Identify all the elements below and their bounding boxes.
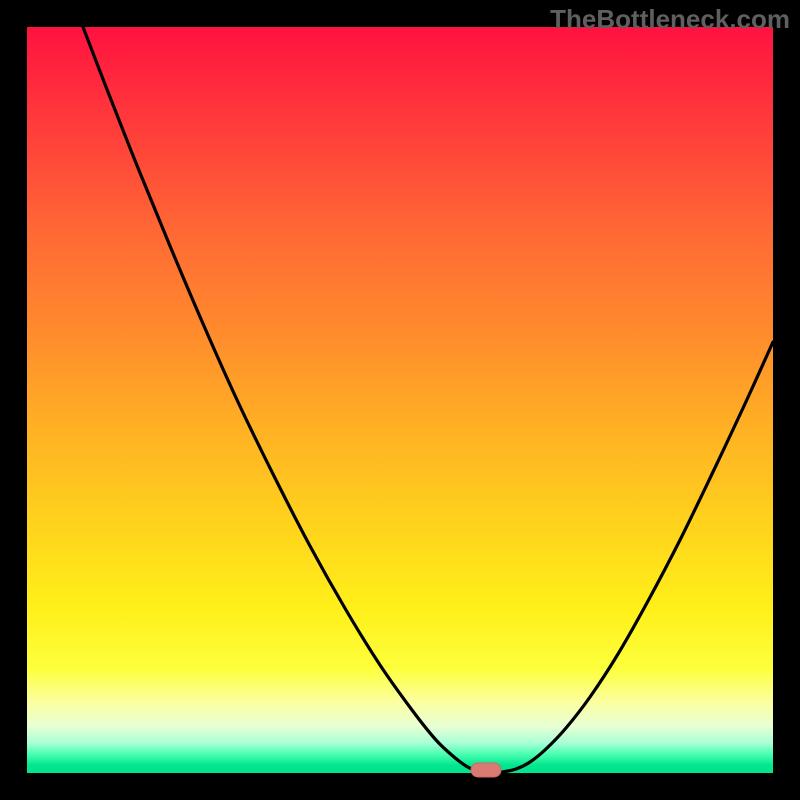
- optimum-marker: [471, 763, 501, 777]
- watermark-text: TheBottleneck.com: [550, 4, 790, 35]
- frame-right: [773, 0, 800, 800]
- frame-left: [0, 0, 27, 800]
- plot-background: [27, 27, 773, 773]
- chart-container: TheBottleneck.com: [0, 0, 800, 800]
- frame-bottom: [0, 773, 800, 800]
- bottleneck-chart: [0, 0, 800, 800]
